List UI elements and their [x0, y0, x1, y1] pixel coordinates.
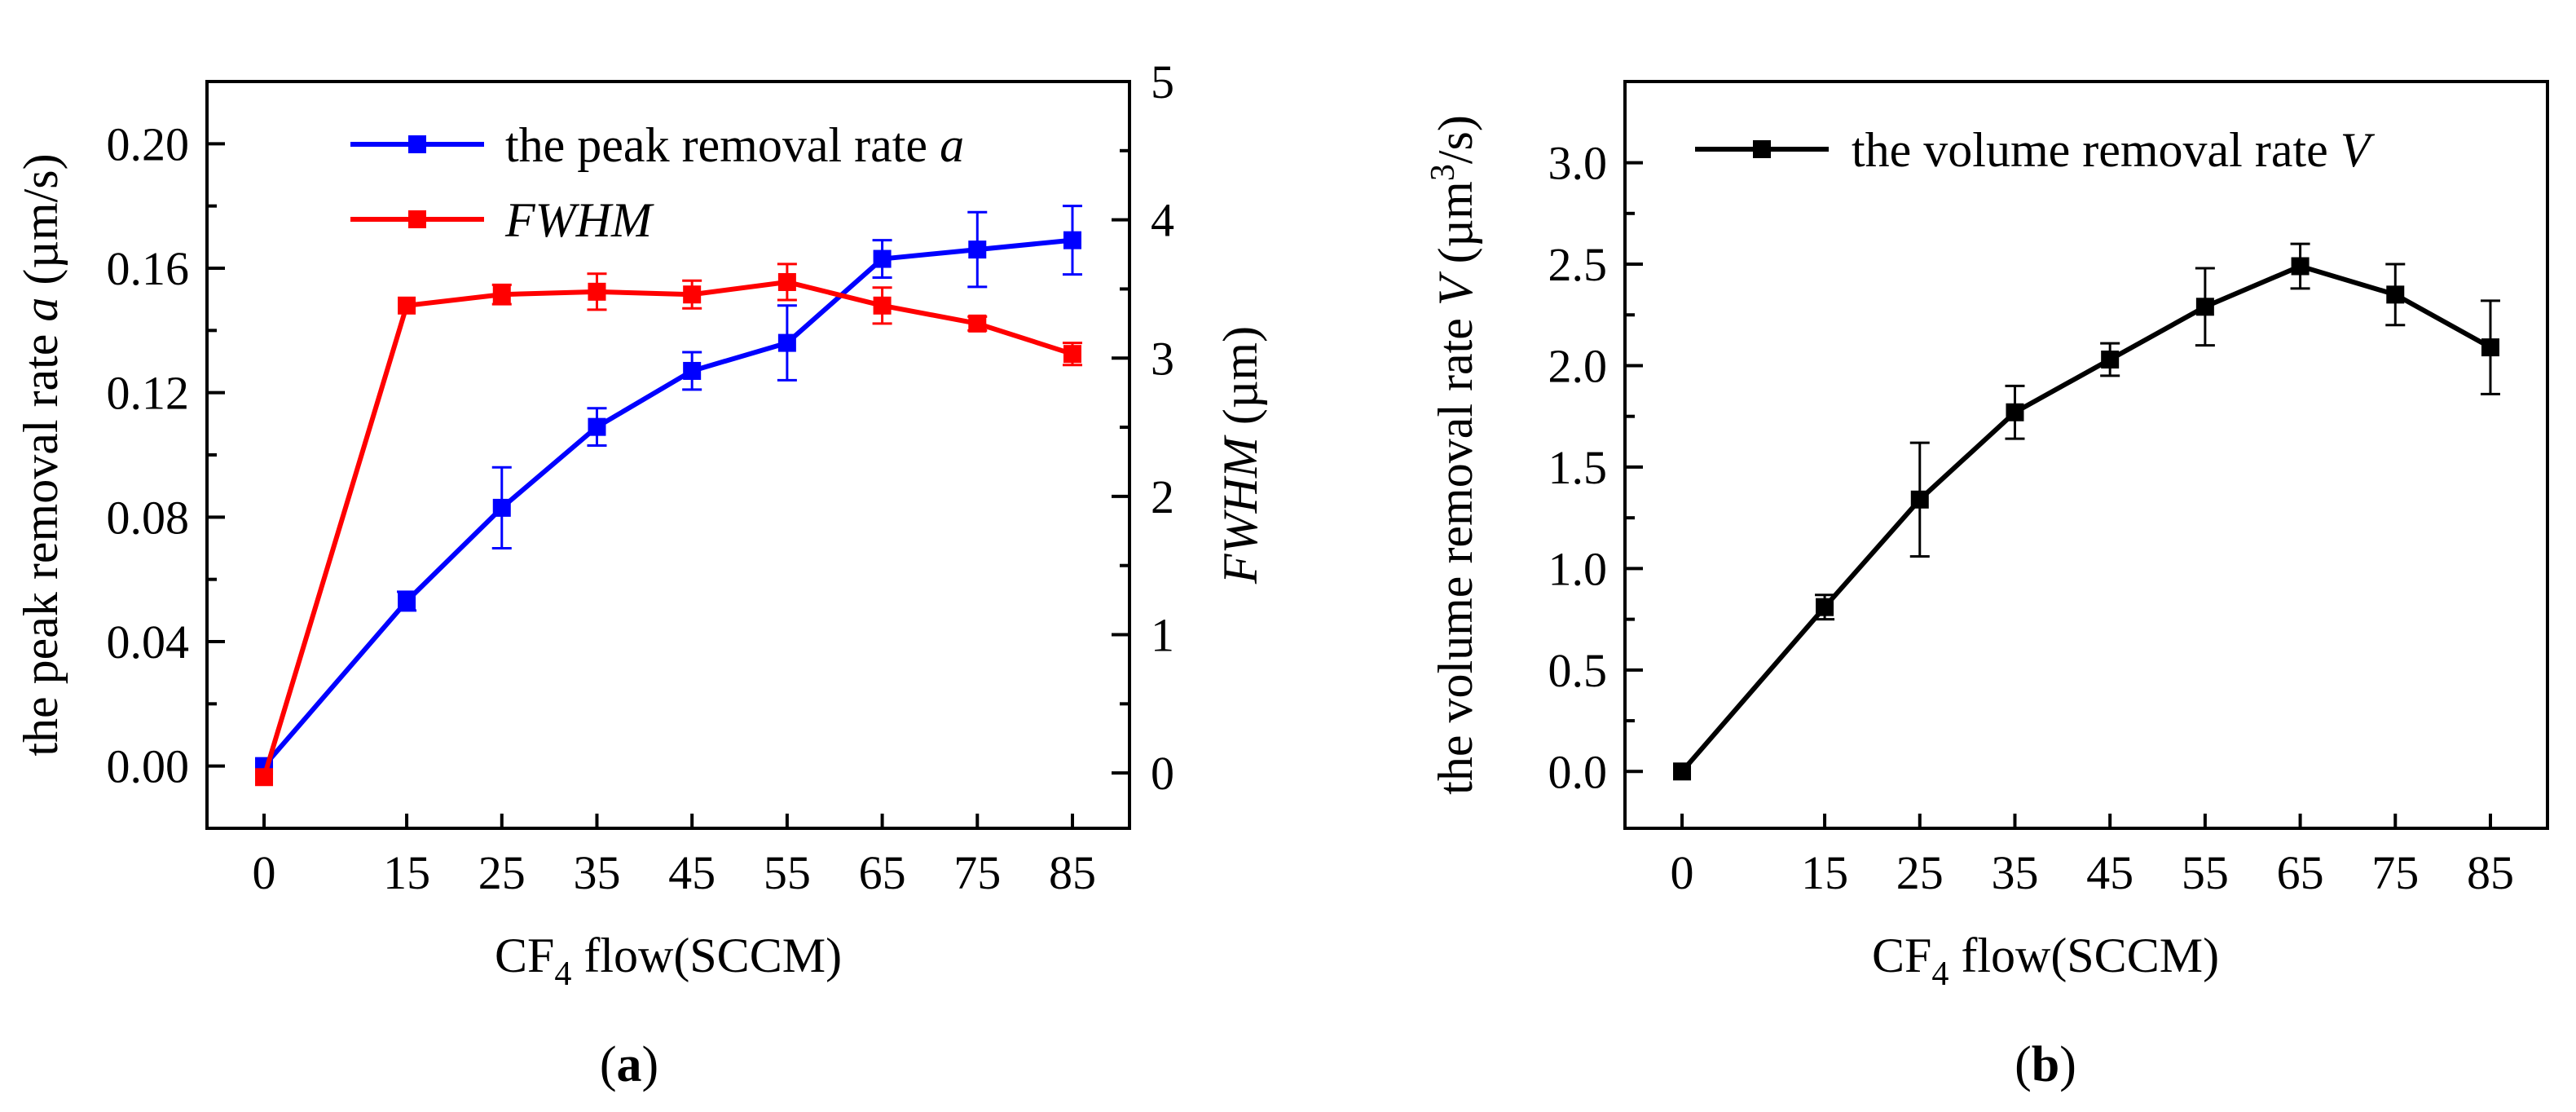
y-tick-label: 0.0	[1548, 745, 1608, 798]
x-tick-label: 55	[764, 846, 811, 899]
data-point	[1910, 490, 1929, 509]
y-tick-label: 2.0	[1548, 339, 1608, 392]
y-tick-label: 2	[1151, 470, 1174, 523]
chart-a-legend: the peak removal rate a FWHM	[350, 118, 964, 247]
chart-a-y-right-label: FWHM (µm)	[1213, 326, 1267, 585]
legend-marker-peak	[408, 135, 426, 153]
x-tick-label: 75	[2371, 846, 2419, 899]
data-point	[1673, 762, 1692, 781]
data-point	[255, 768, 274, 787]
data-point	[492, 285, 511, 304]
x-tick-label: 65	[859, 846, 906, 899]
panel-a-caption: (a)	[600, 1037, 658, 1092]
y-tick-label: 3.0	[1548, 137, 1608, 190]
data-point	[2195, 298, 2214, 316]
chart-a-x-label: CF4 flow(SCCM)	[495, 929, 842, 993]
x-tick-label: 25	[478, 846, 526, 899]
y-tick-label: 0.5	[1548, 644, 1608, 697]
legend-label-fwhm: FWHM	[504, 193, 654, 247]
x-tick-label: 0	[253, 846, 276, 899]
x-tick-label: 85	[1049, 846, 1096, 899]
y-tick-label: 4	[1151, 194, 1174, 247]
y-tick-label: 5	[1151, 55, 1174, 108]
legend-label-volume: the volume removal rate V	[1852, 123, 2376, 177]
data-point	[2386, 285, 2405, 304]
y-tick-label: 0	[1151, 747, 1174, 800]
chart-a-ticks	[207, 80, 1129, 828]
chart-b-tick-labels: 0 15 25 35 45 55 65 75 85 0.0 0.5 1.0 1.5 2.0 2.5 3.0	[1548, 137, 2514, 899]
chart-b-ticks	[1625, 161, 2492, 828]
chart-b-x-label: CF4 flow(SCCM)	[1872, 929, 2219, 993]
data-point	[683, 285, 702, 304]
data-point	[683, 361, 702, 380]
data-point	[1063, 345, 1081, 364]
legend-marker-volume	[1753, 140, 1771, 158]
data-point	[398, 592, 416, 611]
x-tick-label: 35	[1991, 846, 2038, 899]
data-point	[2291, 257, 2310, 276]
data-point	[492, 498, 511, 517]
y-tick-label: 2.5	[1548, 238, 1608, 291]
x-tick-label: 75	[953, 846, 1001, 899]
panel-a: 0 15 25 35 45 55 65 75 850.000.040.080.120.160.2…	[14, 55, 1267, 1092]
panel-b-caption: (b)	[2015, 1037, 2076, 1092]
x-tick-label: 55	[2182, 846, 2229, 899]
x-tick-label: 45	[668, 846, 716, 899]
data-point	[873, 296, 892, 315]
chart-b-series	[1673, 242, 2500, 781]
data-point	[2481, 338, 2499, 357]
data-point	[1063, 231, 1081, 249]
x-tick-label: 65	[2277, 846, 2324, 899]
y-tick-label: 0.16	[107, 242, 190, 295]
x-tick-label: 15	[1801, 846, 1848, 899]
data-point	[588, 282, 606, 301]
data-point	[2006, 403, 2024, 421]
y-tick-label: 1.5	[1548, 441, 1608, 494]
y-tick-label: 0.12	[107, 367, 190, 420]
x-tick-label: 15	[383, 846, 430, 899]
data-point	[777, 333, 796, 352]
x-tick-label: 85	[2467, 846, 2514, 899]
y-tick-label: 0.00	[107, 740, 190, 793]
data-point	[2101, 351, 2120, 369]
chart-b-legend: the volume removal rate V	[1695, 123, 2376, 177]
chart-b-plot-frame	[1623, 80, 2549, 830]
series-line-0	[1680, 263, 2492, 774]
chart-a-y-left-label: the peak removal rate a (µm/s)	[14, 153, 68, 756]
chart-a-plot-frame	[205, 80, 1131, 830]
y-tick-label: 1	[1151, 609, 1174, 662]
data-point	[1816, 598, 1834, 616]
chart-a-tick-labels: 0 15 25 35 45 55 65 75 850.000.040.080.120.160.2…	[107, 55, 1175, 899]
series-line-1	[262, 279, 1073, 779]
y-tick-label: 0.04	[107, 616, 190, 669]
data-point	[968, 240, 987, 259]
y-tick-label: 3	[1151, 332, 1174, 385]
data-point	[588, 417, 606, 436]
panel-b: 0 15 25 35 45 55 65 75 85 0.0 0.5 1.0 1.5 2.0 2.5 3.0 t…	[1425, 80, 2549, 1092]
data-point	[968, 314, 987, 333]
data-point	[873, 249, 892, 268]
x-tick-label: 25	[1896, 846, 1944, 899]
data-point	[398, 296, 416, 315]
x-tick-label: 0	[1671, 846, 1694, 899]
chart-a-series	[255, 205, 1082, 787]
y-tick-label: 0.08	[107, 491, 190, 544]
legend-label-peak: the peak removal rate a	[505, 118, 964, 172]
legend-marker-fwhm	[408, 210, 426, 228]
chart-b-y-label: the volume removal rate V (µm3/s)	[1425, 115, 1482, 795]
data-point	[777, 272, 796, 291]
y-tick-label: 0.20	[107, 117, 190, 170]
y-tick-label: 1.0	[1548, 542, 1608, 595]
x-tick-label: 45	[2086, 846, 2133, 899]
x-tick-label: 35	[573, 846, 620, 899]
